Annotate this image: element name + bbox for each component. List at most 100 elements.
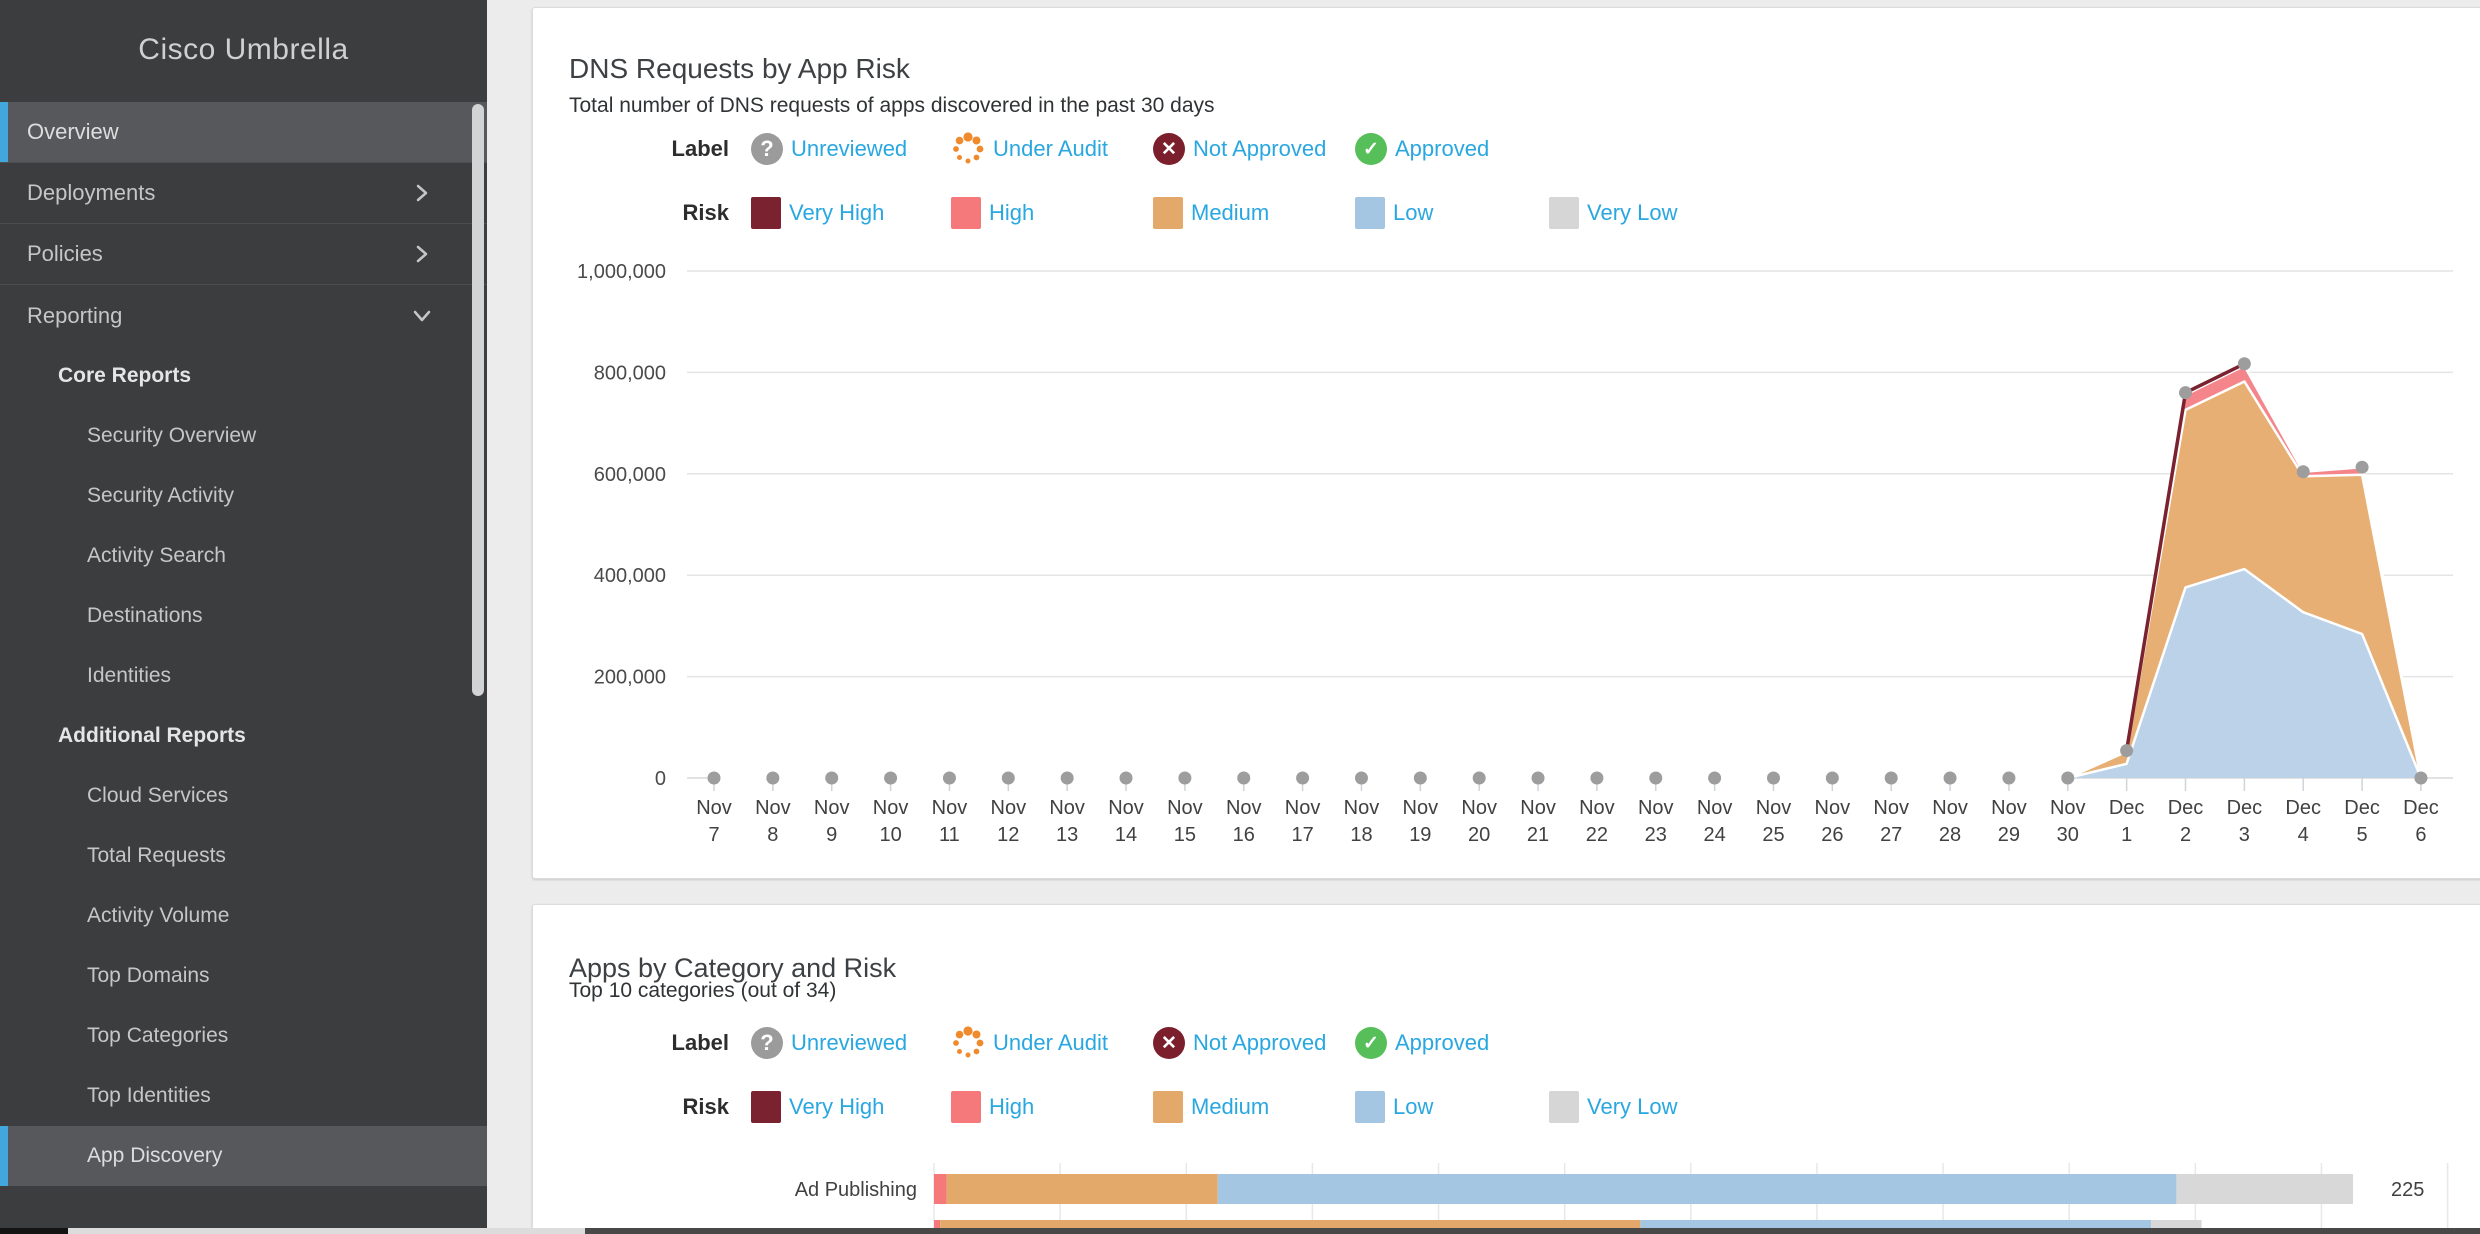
legend-item-not-approved[interactable]: ✕ Not Approved bbox=[1153, 1026, 1326, 1060]
legend-item-high[interactable]: High bbox=[951, 1090, 1034, 1124]
svg-text:25: 25 bbox=[1762, 824, 1784, 846]
sidebar-item-policies[interactable]: Policies bbox=[0, 224, 487, 285]
svg-text:Nov: Nov bbox=[1991, 797, 2027, 819]
sidebar-item-activity-volume[interactable]: Activity Volume bbox=[0, 886, 487, 946]
legend-item-very-high[interactable]: Very High bbox=[751, 196, 884, 230]
legend-item-approved[interactable]: ✓ Approved bbox=[1355, 1026, 1489, 1060]
sidebar-item-app-discovery[interactable]: App Discovery bbox=[0, 1126, 487, 1186]
legend-item-under-audit[interactable]: Under Audit bbox=[951, 132, 1108, 166]
svg-text:8: 8 bbox=[767, 824, 778, 846]
svg-text:Nov: Nov bbox=[1520, 797, 1556, 819]
legend-item-label: Under Audit bbox=[993, 1030, 1108, 1055]
legend-item-label: Not Approved bbox=[1193, 136, 1327, 161]
legend-item-very-high[interactable]: Very High bbox=[751, 1090, 884, 1124]
horizontal-scrollbar-thumb[interactable] bbox=[585, 1228, 2480, 1234]
x-circle-icon: ✕ bbox=[1153, 1027, 1185, 1059]
svg-text:1: 1 bbox=[2121, 824, 2132, 846]
active-item-indicator bbox=[0, 102, 8, 162]
legend-risk-row: Risk Very High High Medium Low Very Low bbox=[533, 196, 2233, 230]
sidebar-item-label: Overview bbox=[27, 119, 119, 144]
svg-text:Nov: Nov bbox=[1815, 797, 1851, 819]
legend-item-not-approved[interactable]: ✕ Not Approved bbox=[1153, 132, 1326, 166]
svg-text:Dec: Dec bbox=[2403, 797, 2439, 819]
svg-text:Dec: Dec bbox=[2285, 797, 2321, 819]
bar-segment-high[interactable] bbox=[934, 1220, 941, 1234]
legend-item-label: Unreviewed bbox=[791, 1030, 908, 1055]
medium-swatch bbox=[1153, 197, 1183, 229]
svg-text:200,000: 200,000 bbox=[594, 667, 666, 689]
svg-text:7: 7 bbox=[708, 824, 719, 846]
chevron-right-icon bbox=[412, 183, 432, 203]
legend-item-label: Very High bbox=[789, 1094, 885, 1119]
sidebar-item-top-categories[interactable]: Top Categories bbox=[0, 1006, 487, 1066]
chevron-down-icon bbox=[412, 306, 432, 326]
svg-text:600,000: 600,000 bbox=[594, 464, 666, 486]
legend-item-low[interactable]: Low bbox=[1355, 196, 1433, 230]
legend-item-label: Unreviewed bbox=[791, 136, 908, 161]
svg-text:26: 26 bbox=[1821, 824, 1843, 846]
sidebar: Cisco Umbrella Overview Deployments Polici… bbox=[0, 0, 487, 1228]
svg-text:Nov: Nov bbox=[1403, 797, 1439, 819]
svg-text:27: 27 bbox=[1880, 824, 1902, 846]
legend-item-under-audit[interactable]: Under Audit bbox=[951, 1026, 1108, 1060]
svg-text:Nov: Nov bbox=[696, 797, 732, 819]
sidebar-item-cloud-services[interactable]: Cloud Services bbox=[0, 766, 487, 826]
legend-item-label: Medium bbox=[1191, 1094, 1270, 1119]
svg-text:800,000: 800,000 bbox=[594, 362, 666, 384]
svg-text:Nov: Nov bbox=[1756, 797, 1792, 819]
sidebar-scrollbar-thumb[interactable] bbox=[472, 104, 484, 696]
svg-text:Nov: Nov bbox=[1932, 797, 1968, 819]
sidebar-item-activity-search[interactable]: Activity Search bbox=[0, 526, 487, 586]
legend-item-low[interactable]: Low bbox=[1355, 1090, 1433, 1124]
sidebar-item-label: Additional Reports bbox=[58, 724, 246, 747]
sidebar-item-security-overview[interactable]: Security Overview bbox=[0, 406, 487, 466]
svg-text:4: 4 bbox=[2298, 824, 2309, 846]
legend-item-medium[interactable]: Medium bbox=[1153, 1090, 1269, 1124]
sidebar-item-label: Security Activity bbox=[87, 484, 235, 507]
bar-segment-very-low[interactable] bbox=[2176, 1174, 2354, 1204]
panel-dns-requests: DNS Requests by App Risk Total number of… bbox=[532, 7, 2480, 879]
sidebar-item-total-requests[interactable]: Total Requests bbox=[0, 826, 487, 886]
legend-item-label: Under Audit bbox=[993, 136, 1108, 161]
question-circle-icon: ? bbox=[751, 1027, 783, 1059]
legend-item-unreviewed[interactable]: ? Unreviewed bbox=[751, 132, 907, 166]
svg-text:19: 19 bbox=[1409, 824, 1431, 846]
sidebar-item-label: App Discovery bbox=[87, 1144, 223, 1167]
svg-text:6: 6 bbox=[2415, 824, 2426, 846]
svg-text:Dec: Dec bbox=[2168, 797, 2204, 819]
legend-item-medium[interactable]: Medium bbox=[1153, 196, 1269, 230]
sidebar-item-destinations[interactable]: Destinations bbox=[0, 586, 487, 646]
svg-text:Nov: Nov bbox=[1461, 797, 1497, 819]
sidebar-item-reporting[interactable]: Reporting bbox=[0, 285, 487, 346]
legend-label-caption: Label bbox=[671, 1030, 729, 1055]
svg-text:23: 23 bbox=[1645, 824, 1667, 846]
bar-segment-low[interactable] bbox=[1217, 1174, 2177, 1204]
legend-item-high[interactable]: High bbox=[951, 196, 1034, 230]
legend-item-label: Low bbox=[1393, 1094, 1434, 1119]
legend-item-label: Very Low bbox=[1587, 200, 1678, 225]
svg-text:Nov: Nov bbox=[991, 797, 1027, 819]
legend-item-unreviewed[interactable]: ? Unreviewed bbox=[751, 1026, 907, 1060]
sidebar-item-security-activity[interactable]: Security Activity bbox=[0, 466, 487, 526]
legend-item-very-low[interactable]: Very Low bbox=[1549, 196, 1678, 230]
very-high-swatch bbox=[751, 1091, 781, 1123]
question-circle-icon: ? bbox=[751, 133, 783, 165]
chevron-right-icon bbox=[412, 244, 432, 264]
legend-item-approved[interactable]: ✓ Approved bbox=[1355, 132, 1489, 166]
legend-label-caption: Label bbox=[671, 136, 729, 161]
sidebar-item-top-domains[interactable]: Top Domains bbox=[0, 946, 487, 1006]
bar-segment-high[interactable] bbox=[934, 1174, 947, 1204]
svg-text:24: 24 bbox=[1703, 824, 1725, 846]
sidebar-item-identities[interactable]: Identities bbox=[0, 646, 487, 706]
sidebar-item-label: Security Overview bbox=[87, 424, 257, 447]
svg-text:12: 12 bbox=[997, 824, 1019, 846]
sidebar-item-deployments[interactable]: Deployments bbox=[0, 163, 487, 224]
svg-text:Nov: Nov bbox=[1697, 797, 1733, 819]
svg-text:13: 13 bbox=[1056, 824, 1078, 846]
x-circle-icon: ✕ bbox=[1153, 133, 1185, 165]
legend-item-very-low[interactable]: Very Low bbox=[1549, 1090, 1678, 1124]
sidebar-item-top-identities[interactable]: Top Identities bbox=[0, 1066, 487, 1126]
sidebar-item-overview[interactable]: Overview bbox=[0, 102, 487, 163]
sidebar-item-label: Core Reports bbox=[58, 364, 192, 387]
bar-segment-medium[interactable] bbox=[946, 1174, 1218, 1204]
